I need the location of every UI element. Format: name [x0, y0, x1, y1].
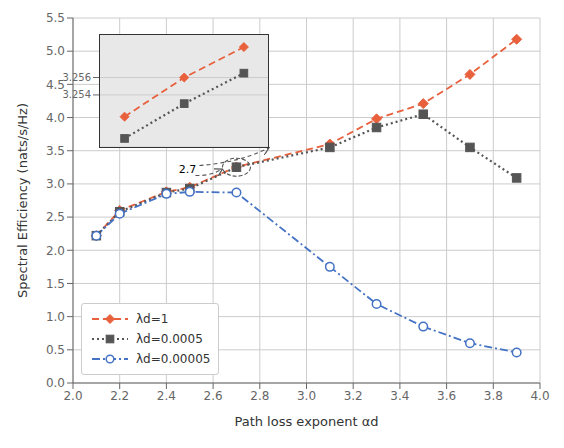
svg-text:2.7: 2.7 — [179, 163, 197, 176]
svg-text:5.0: 5.0 — [46, 44, 65, 58]
svg-text:2.6: 2.6 — [204, 389, 223, 403]
svg-text:3.0: 3.0 — [297, 389, 316, 403]
svg-text:3.254: 3.254 — [62, 90, 91, 101]
svg-text:1.0: 1.0 — [46, 310, 65, 324]
svg-text:3.256: 3.256 — [62, 72, 91, 83]
svg-text:3.0: 3.0 — [46, 177, 65, 191]
svg-text:4.0: 4.0 — [46, 111, 65, 125]
svg-text:2.5: 2.5 — [46, 210, 65, 224]
svg-text:Path loss exponent αd: Path loss exponent αd — [234, 414, 378, 429]
svg-text:2.2: 2.2 — [110, 389, 129, 403]
svg-text:0.5: 0.5 — [46, 343, 65, 357]
svg-text:2.4: 2.4 — [157, 389, 176, 403]
svg-text:3.6: 3.6 — [437, 389, 456, 403]
svg-text:5.5: 5.5 — [46, 11, 65, 25]
svg-text:3.2: 3.2 — [344, 389, 363, 403]
svg-text:0.0: 0.0 — [46, 376, 65, 390]
svg-text:3.4: 3.4 — [390, 389, 409, 403]
svg-text:1.5: 1.5 — [46, 277, 65, 291]
html-text:λd=0.0005: λd=0.0005 — [136, 332, 203, 346]
html-text:λd=1: λd=1 — [136, 312, 169, 326]
svg-text:2.0: 2.0 — [63, 389, 82, 403]
svg-text:Spectral Efficiency (nats/s/Hz: Spectral Efficiency (nats/s/Hz) — [15, 103, 30, 298]
svg-text:2.8: 2.8 — [250, 389, 269, 403]
svg-text:4.0: 4.0 — [530, 389, 549, 403]
html-text:λd=0.00005: λd=0.00005 — [136, 352, 211, 366]
svg-text:3.5: 3.5 — [46, 144, 65, 158]
svg-text:4.5: 4.5 — [45, 77, 65, 92]
svg-text:2.0: 2.0 — [46, 244, 65, 258]
svg-text:3.8: 3.8 — [484, 389, 503, 403]
